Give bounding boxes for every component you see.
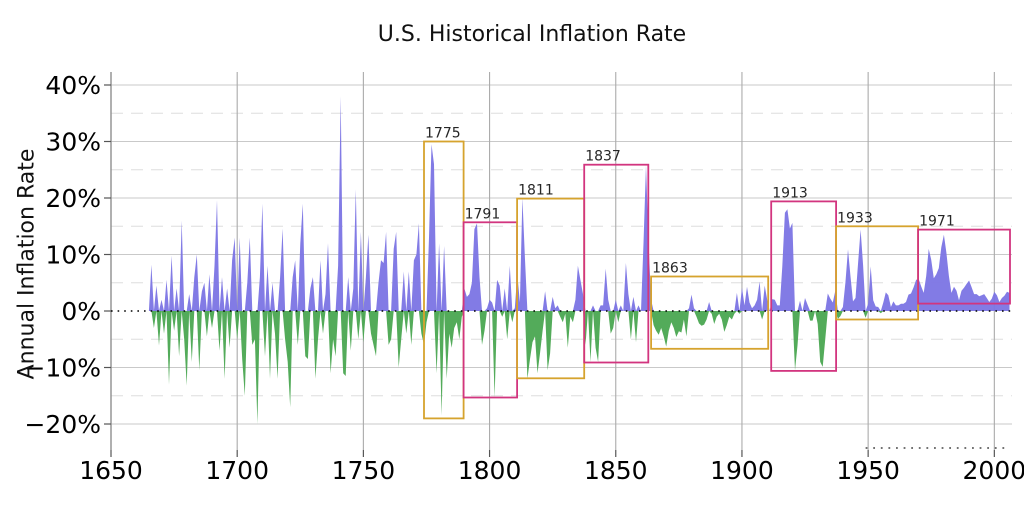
negative-inflation-area (148, 311, 1010, 424)
y-tick-label: 40% (45, 71, 101, 100)
x-tick-label: 1950 (836, 456, 900, 485)
annotation-label-1863: 1863 (652, 261, 688, 277)
annotation-box-1863 (650, 275, 770, 350)
annotation-label-1775: 1775 (425, 126, 461, 142)
y-axis-label: Annual Inflation Rate (14, 148, 40, 380)
annotation-label-1933: 1933 (837, 210, 873, 226)
y-tick-label: 20% (45, 184, 101, 213)
annotation-label-1791: 1791 (465, 206, 501, 222)
y-tick-label: 30% (45, 127, 101, 156)
annotation-label-1811: 1811 (518, 183, 554, 199)
y-tick-label: −20% (24, 410, 101, 439)
y-tick-label: 0% (61, 297, 101, 326)
x-tick-label: 1800 (458, 456, 522, 485)
annotation-box-1837 (583, 163, 650, 364)
x-tick-label: 2000 (963, 456, 1024, 485)
positive-inflation-area (148, 96, 1010, 311)
annotation-label-1913: 1913 (772, 185, 808, 201)
annotation-label-1837: 1837 (585, 149, 621, 165)
y-tick-label: 10% (45, 241, 101, 270)
annotation-box-1913 (770, 200, 838, 372)
x-tick-label: 1850 (584, 456, 648, 485)
y-tick-label: −10% (24, 354, 101, 383)
annotation-label-1971: 1971 (919, 214, 955, 230)
x-tick-label: 1750 (332, 456, 396, 485)
x-tick-label: 1650 (79, 456, 143, 485)
x-tick-label: 1900 (710, 456, 774, 485)
chart-title: U.S. Historical Inflation Rate (377, 22, 687, 47)
x-tick-label: 1700 (205, 456, 269, 485)
annotation-box-1971 (917, 228, 1011, 305)
